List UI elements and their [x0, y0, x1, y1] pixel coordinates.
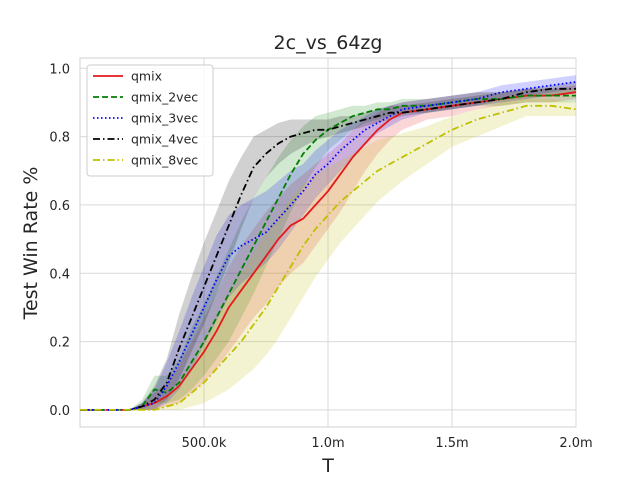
series-line-qmix-3vec: [80, 81, 577, 411]
legend-label-qmix-8vec: qmix_8vec: [131, 153, 198, 168]
y-tick-label: 0.0: [49, 404, 70, 419]
x-axis-label: T: [321, 455, 334, 477]
legend-label-qmix-2vec: qmix_2vec: [131, 90, 198, 105]
y-tick-label: 0.8: [49, 131, 70, 146]
x-tick-label: 1.0m: [311, 436, 344, 451]
chart-title: 2c_vs_64zg: [274, 32, 383, 54]
legend-box: [86, 64, 214, 177]
y-tick-label: 0.2: [49, 336, 70, 351]
x-tick-label: 1.5m: [435, 436, 468, 451]
y-tick-label: 0.6: [49, 199, 70, 214]
band-qmix-3vec: [80, 75, 576, 410]
x-tick-label: 500.0k: [182, 436, 227, 451]
series-line-qmix-8vec: [80, 104, 577, 411]
legend-label-qmix-3vec: qmix_3vec: [131, 111, 198, 126]
legend-label-qmix-4vec: qmix_4vec: [131, 132, 198, 147]
x-tick-label: 2.0m: [559, 436, 592, 451]
band-qmix-8vec: [80, 99, 576, 410]
series-line-qmix-4vec: [80, 87, 576, 411]
y-axis-label: Test Win Rate %: [20, 167, 42, 321]
legend-label-qmix: qmix: [131, 69, 162, 84]
band-qmix-2vec: [80, 88, 576, 410]
y-tick-label: 0.4: [49, 267, 70, 282]
band-qmix: [80, 85, 576, 410]
y-tick-label: 1.0: [49, 62, 70, 77]
